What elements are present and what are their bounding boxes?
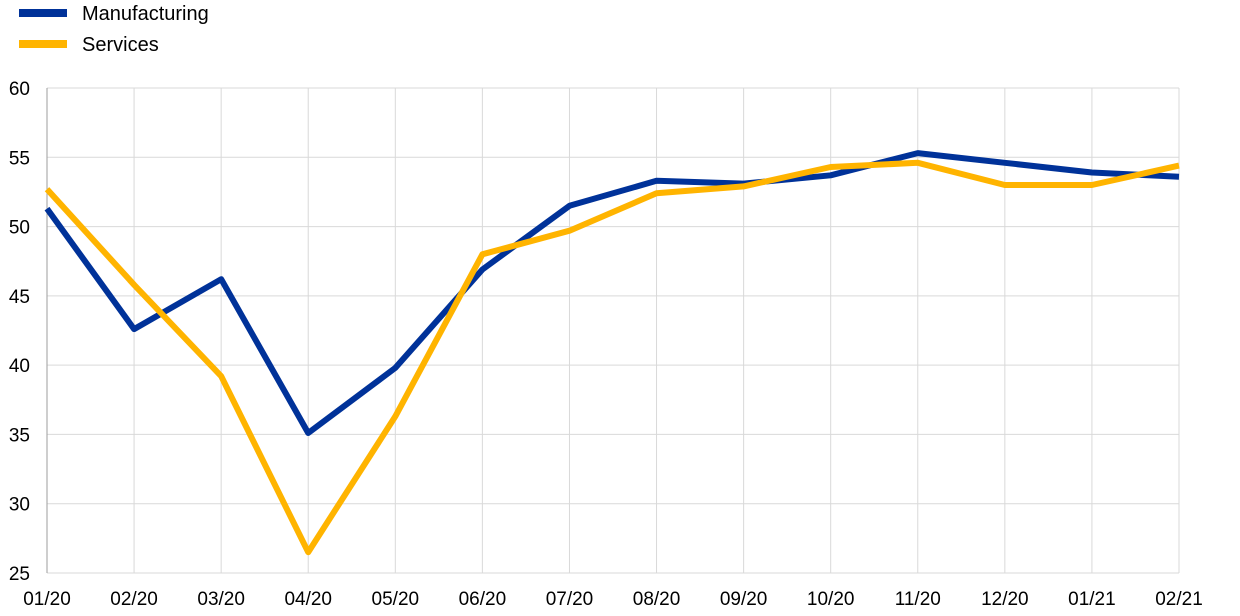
x-tick-label: 11/20 (895, 589, 941, 610)
legend: Manufacturing Services (19, 3, 209, 56)
y-tick-label: 35 (9, 425, 30, 446)
legend-label: Manufacturing (82, 3, 209, 25)
y-tick-label: 60 (9, 79, 30, 100)
x-tick-label: 08/20 (633, 589, 681, 610)
x-axis: 01/20 02/20 03/20 04/20 05/20 06/20 07/20 08/20… (23, 589, 1203, 610)
x-tick-label: 09/20 (720, 589, 768, 610)
x-tick-label: 02/20 (110, 589, 158, 610)
x-tick-label: 05/20 (372, 589, 420, 610)
y-tick-label: 30 (9, 495, 30, 516)
x-tick-label: 01/21 (1068, 589, 1116, 610)
y-tick-label: 25 (9, 564, 30, 585)
y-tick-label: 50 (9, 218, 30, 239)
x-tick-label: 02/21 (1155, 589, 1203, 610)
y-tick-label: 45 (9, 287, 30, 308)
x-tick-label: 04/20 (284, 589, 332, 610)
x-tick-label: 12/20 (981, 589, 1029, 610)
x-tick-label: 01/20 (23, 589, 71, 610)
legend-label: Services (82, 34, 159, 56)
series-line-manufacturing (44, 150, 1180, 436)
grid (46, 87, 1180, 574)
y-axis: 25 30 35 40 45 50 55 60 (9, 79, 30, 585)
legend-swatch-services (19, 40, 67, 48)
x-tick-label: 07/20 (546, 589, 594, 610)
x-tick-label: 06/20 (459, 589, 507, 610)
x-tick-label: 03/20 (197, 589, 245, 610)
series-lines (44, 150, 1180, 556)
y-tick-label: 55 (9, 148, 30, 169)
x-tick-label: 10/20 (807, 589, 855, 610)
y-tick-label: 40 (9, 356, 30, 377)
legend-swatch-manufacturing (19, 9, 67, 17)
series-line-services (44, 159, 1180, 556)
